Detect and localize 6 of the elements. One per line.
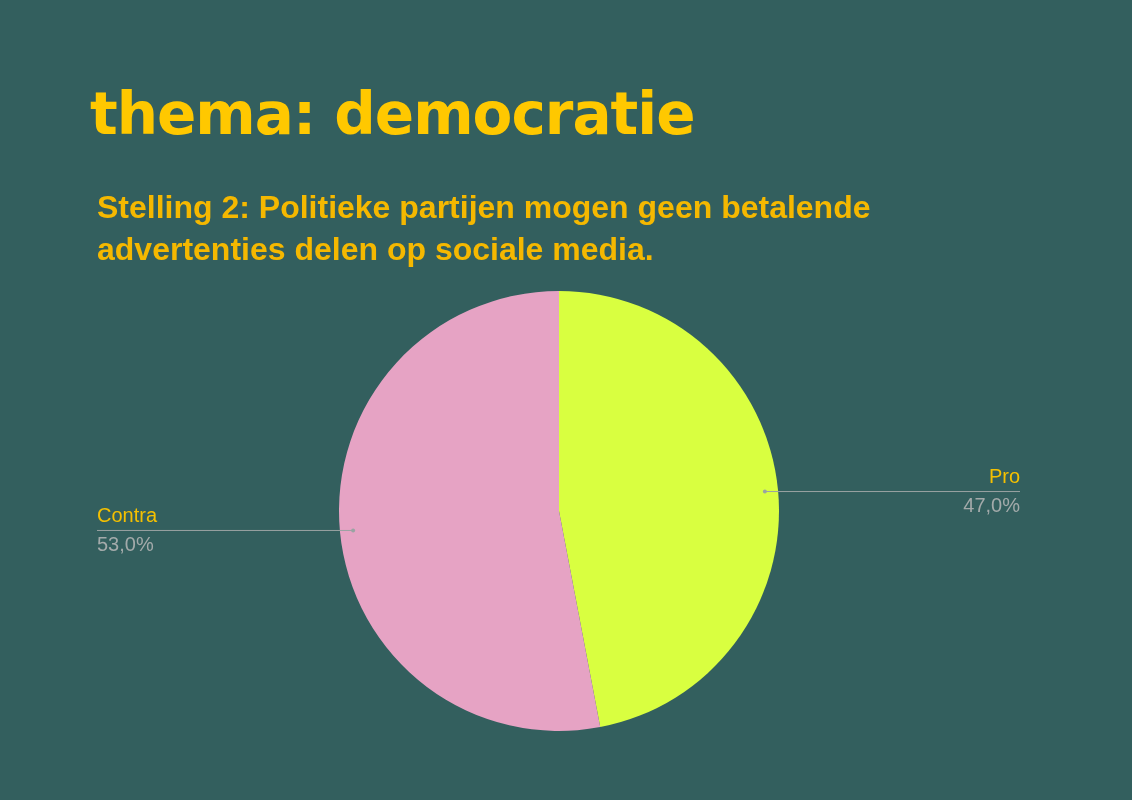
- slice-label: Pro: [988, 465, 1020, 488]
- chart-title: thema: democratie: [90, 80, 695, 148]
- data-label: 47,0%: [963, 494, 1021, 517]
- data-label: 53,0%: [97, 532, 154, 555]
- chart-subtitle: Stelling 2: Politieke partijen mogen geen betalende advertenties delen op sociale media.: [97, 188, 872, 269]
- slice-label: Contra: [97, 503, 158, 526]
